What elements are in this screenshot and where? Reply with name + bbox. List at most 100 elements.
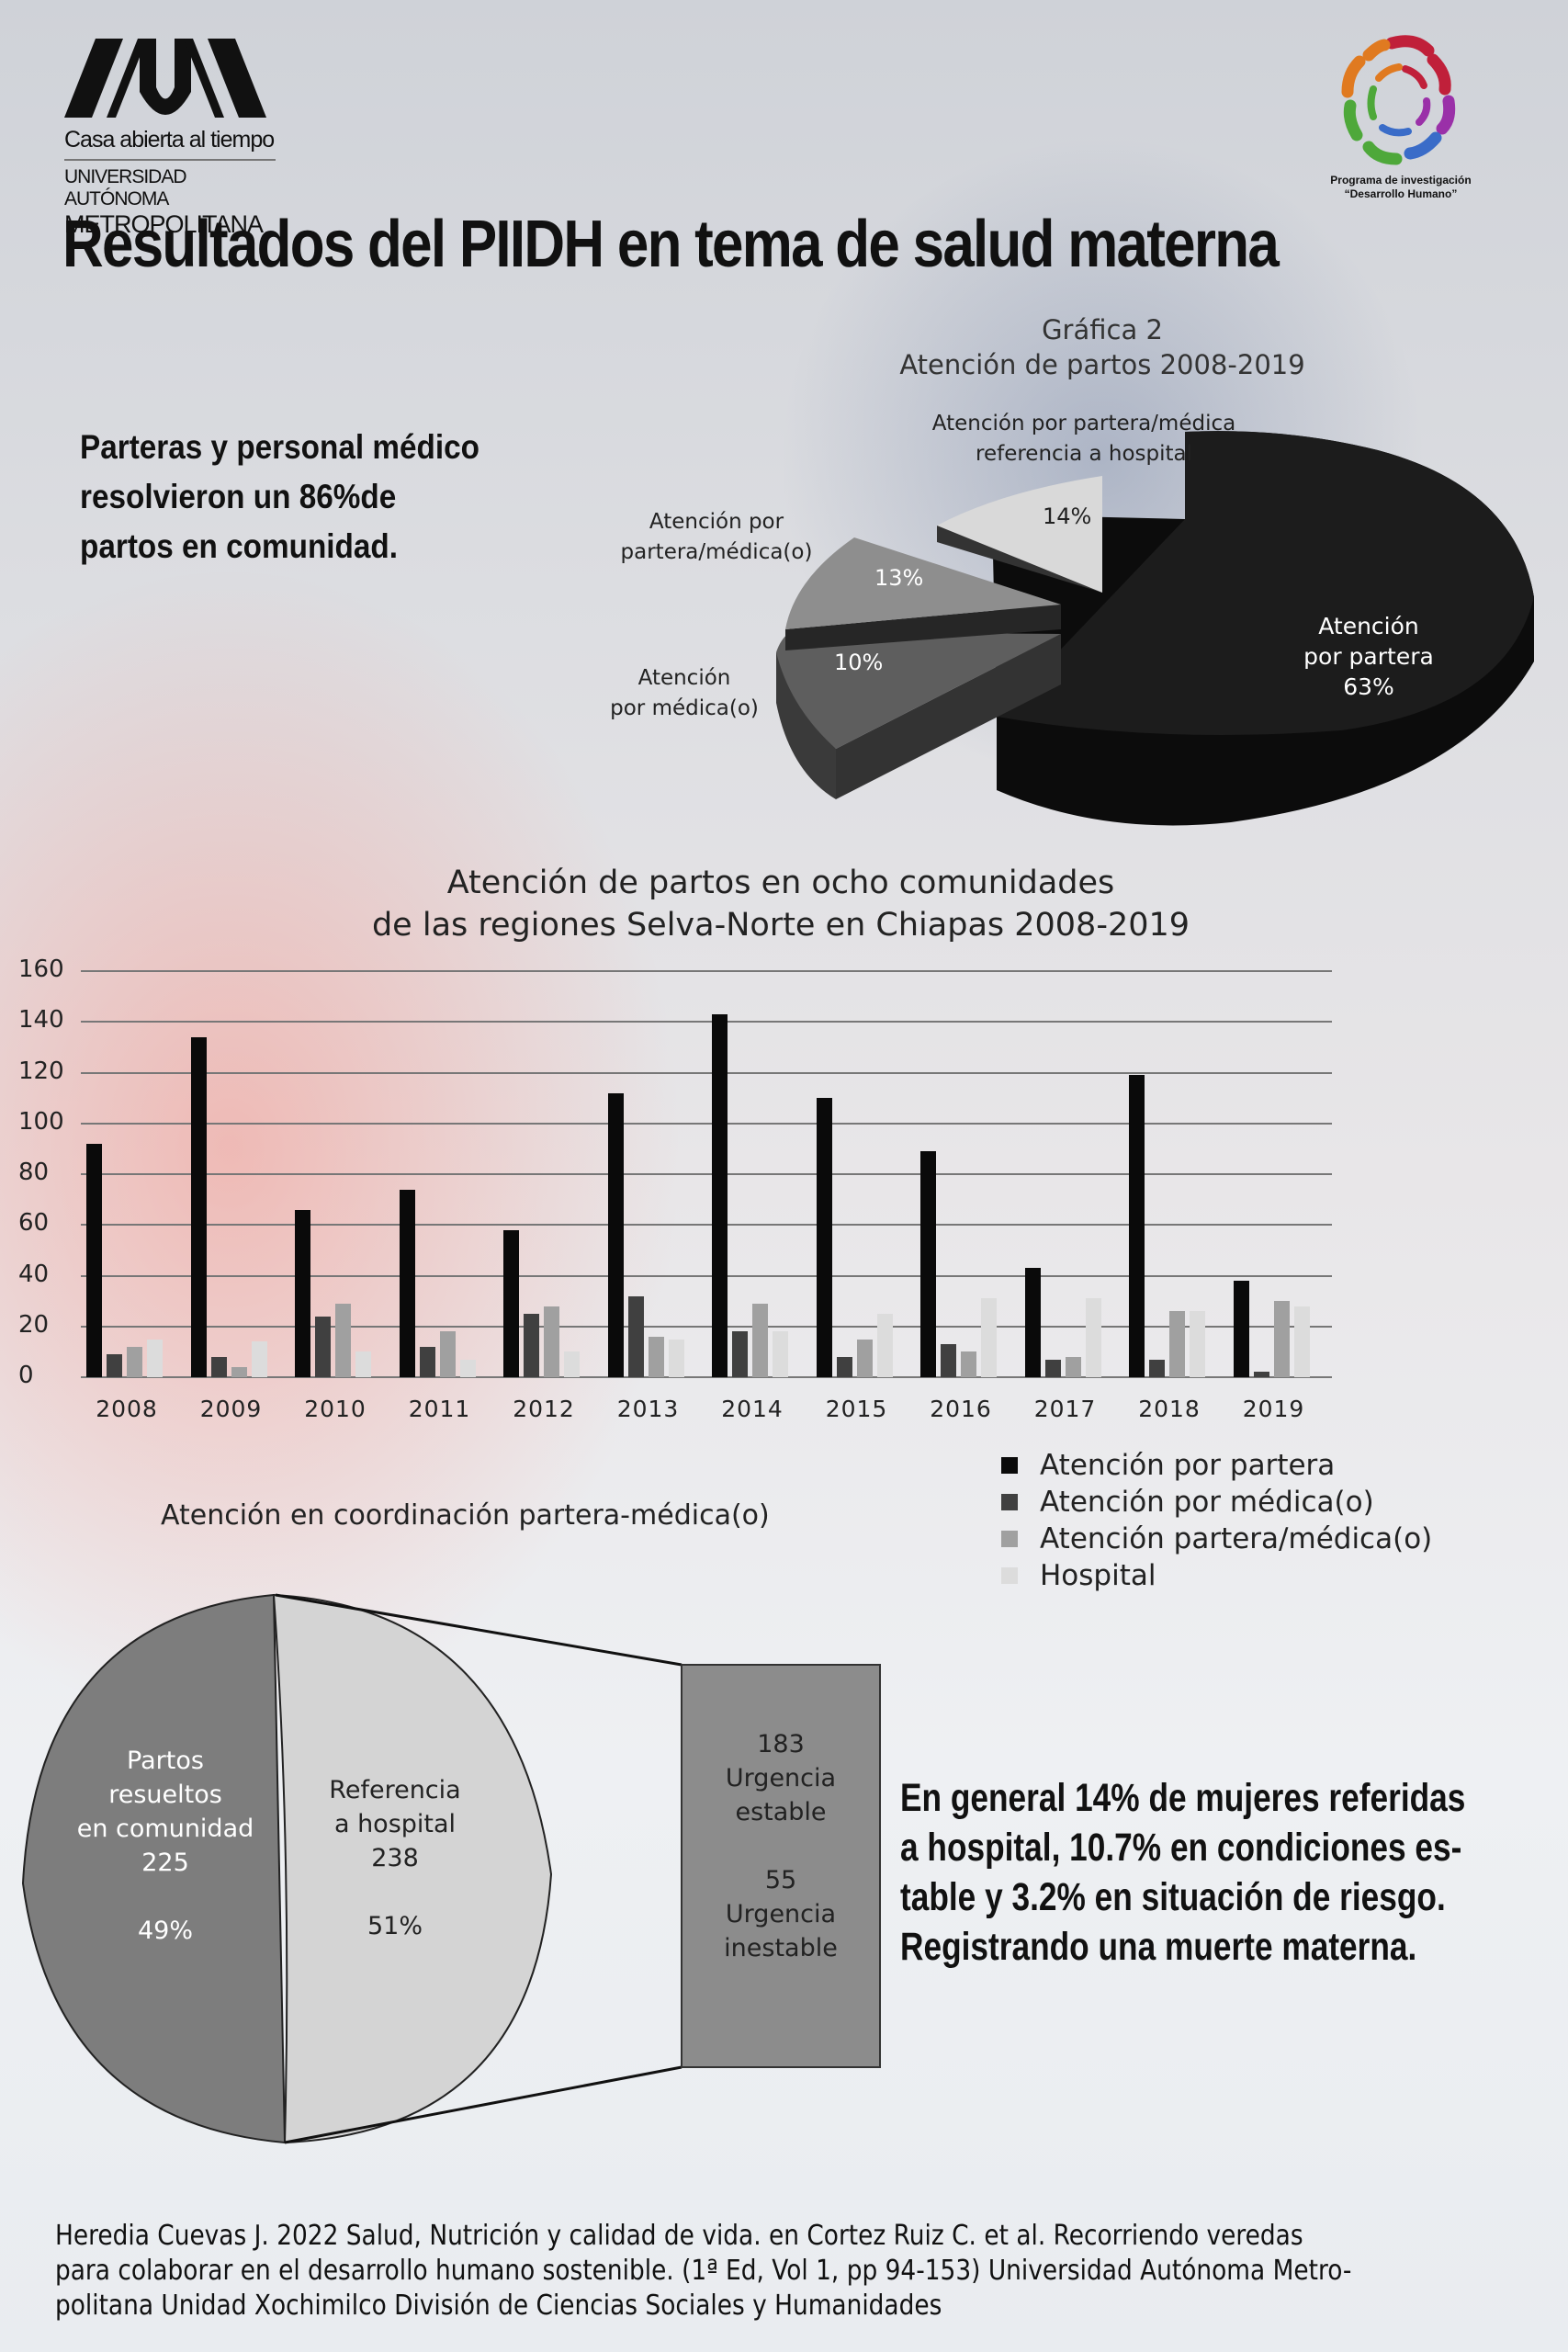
- y-tick-label: 80: [18, 1159, 50, 1186]
- gridline: [81, 1376, 1332, 1378]
- bar: [564, 1351, 580, 1377]
- callout-line: a hospital, 10.7% en condiciones es-: [900, 1826, 1462, 1870]
- bar: [876, 1313, 893, 1377]
- bar-chart-legend: Atención por partera Atención por médica…: [1001, 1447, 1432, 1594]
- label-line: en comunidad: [76, 1815, 254, 1843]
- gridline: [81, 1274, 1332, 1277]
- y-tick-label: 40: [18, 1260, 50, 1288]
- pie-chart-2-title: Atención en coordinación partera-médica(…: [161, 1499, 770, 1532]
- bar: [712, 1013, 728, 1377]
- y-tick-label: 60: [18, 1209, 50, 1238]
- pie2-label-comunidad: Partos resueltos en comunidad 225 49%: [64, 1744, 266, 1948]
- legend-swatch: [1001, 1457, 1018, 1474]
- spacer: [64, 1880, 266, 1914]
- x-tick-label: 2016: [930, 1396, 992, 1422]
- y-tick-label: 20: [18, 1310, 50, 1339]
- bar: [752, 1303, 768, 1377]
- label-line: Referencia: [329, 1776, 461, 1804]
- bar-chart: 0 20 40 60 80 100 120 140 160 2008 2009 2010 2011 201…: [0, 956, 1568, 1433]
- gridline: [81, 1325, 1332, 1328]
- y-tick-label: 100: [18, 1107, 64, 1136]
- callout-line: Registrando una muerte materna.: [900, 1925, 1417, 1969]
- spacer: [682, 1829, 880, 1863]
- bar: [355, 1351, 371, 1377]
- bar: [210, 1356, 227, 1377]
- callout-line: En general 14% de mujeres referidas: [900, 1776, 1466, 1820]
- bar: [86, 1143, 102, 1377]
- uam-name-line1: UNIVERSIDAD AUTÓNOMA: [64, 166, 187, 209]
- pie-chart-1-title-line2: Atención de partos 2008-2019: [899, 349, 1305, 380]
- bar: [1024, 1268, 1041, 1377]
- legend-item: Atención por médica(o): [1001, 1484, 1432, 1521]
- label-line: inestable: [724, 1934, 838, 1962]
- program-logo-caption-1: Programa de investigación: [1330, 174, 1472, 187]
- pie1-value-medica: 10%: [834, 650, 884, 675]
- label-line: partera/médica(o): [620, 540, 813, 564]
- pie1-label-partera-medica: Atención por partera/médica(o): [597, 507, 836, 568]
- bar: [961, 1351, 976, 1377]
- reference-line: para colaborar en el desarrollo humano s…: [55, 2255, 1352, 2287]
- x-tick-label: 2009: [199, 1396, 263, 1422]
- bar: [627, 1295, 644, 1377]
- program-logo-caption-2: “Desarrollo Humano”: [1344, 187, 1458, 200]
- bar: [503, 1229, 519, 1377]
- uam-logo: Casa abierta al tiempo UNIVERSIDAD AUTÓN…: [64, 37, 285, 239]
- label-line: referencia a hospital: [976, 442, 1192, 466]
- legend-item: Atención partera/médica(o): [1001, 1521, 1432, 1557]
- spacer: [308, 1875, 482, 1909]
- page-title: Resultados del PIIDH en tema de salud ma…: [62, 208, 1280, 281]
- bar: [648, 1336, 664, 1377]
- pie-chart-1-title-line1: Gráfica 2: [1042, 314, 1163, 345]
- legend-swatch: [1001, 1567, 1018, 1584]
- gridline: [81, 1224, 1332, 1227]
- bar: [732, 1331, 748, 1377]
- legend-label: Atención por médica(o): [1040, 1486, 1374, 1519]
- lead-line: Parteras y personal médico: [80, 428, 479, 466]
- label-line: 49%: [137, 1917, 193, 1945]
- legend-label: Hospital: [1040, 1559, 1156, 1592]
- bar: [920, 1151, 936, 1377]
- label-line: Atención: [1318, 613, 1419, 639]
- pie1-label-partera: Atención por partera 63%: [1286, 611, 1451, 702]
- summary-callout: En general 14% de mujeres referidas a ho…: [900, 1773, 1465, 1972]
- pie-chart-1-title: Gráfica 2 Atención de partos 2008-2019: [827, 312, 1378, 382]
- bar: [459, 1359, 476, 1377]
- bar: [1149, 1359, 1165, 1377]
- bar: [544, 1306, 559, 1377]
- legend-label: Atención partera/médica(o): [1040, 1522, 1433, 1555]
- label-line: resueltos: [108, 1781, 222, 1809]
- bar-chart-title-line2: de las regiones Selva-Norte en Chiapas 2…: [371, 907, 1190, 944]
- bar: [1169, 1311, 1185, 1377]
- legend-item: Hospital: [1001, 1557, 1432, 1594]
- label-line: a hospital: [333, 1810, 457, 1838]
- program-logo: Programa de investigación “Desarrollo Hu…: [1309, 32, 1493, 201]
- bar: [399, 1189, 415, 1377]
- pie1-value-partera-medica: 13%: [874, 565, 924, 591]
- lead-line: resolvieron un 86%de: [80, 478, 397, 515]
- gridline: [81, 1173, 1332, 1175]
- label-line: Atención por partera/médica: [931, 412, 1236, 435]
- bar: [1273, 1301, 1290, 1377]
- gridline: [81, 1021, 1332, 1023]
- bar-chart-title: Atención de partos en ocho comunidades d…: [211, 862, 1350, 946]
- lead-text: Parteras y personal médico resolvieron u…: [80, 423, 479, 571]
- gridline: [81, 1071, 1332, 1074]
- label-line: Urgencia: [725, 1764, 837, 1792]
- flower-logo-icon: [1341, 35, 1456, 165]
- bar: [607, 1092, 624, 1377]
- label-line: Urgencia: [725, 1900, 837, 1928]
- bar: [335, 1303, 351, 1377]
- bar: [856, 1339, 873, 1377]
- bar: [231, 1366, 247, 1377]
- bar: [295, 1209, 310, 1377]
- y-tick-label: 0: [18, 1362, 34, 1389]
- x-tick-label: 2012: [513, 1396, 575, 1422]
- bar: [816, 1098, 832, 1377]
- label-line: 238: [371, 1844, 419, 1872]
- reference-line: politana Unidad Xochimilco División de C…: [55, 2290, 942, 2322]
- bar: [147, 1339, 163, 1377]
- legend-swatch: [1001, 1494, 1018, 1510]
- x-tick-label: 2017: [1033, 1396, 1097, 1422]
- legend-label: Atención por partera: [1040, 1449, 1336, 1482]
- pie1-label-hospital: Atención por partera/médica referencia a…: [882, 409, 1286, 469]
